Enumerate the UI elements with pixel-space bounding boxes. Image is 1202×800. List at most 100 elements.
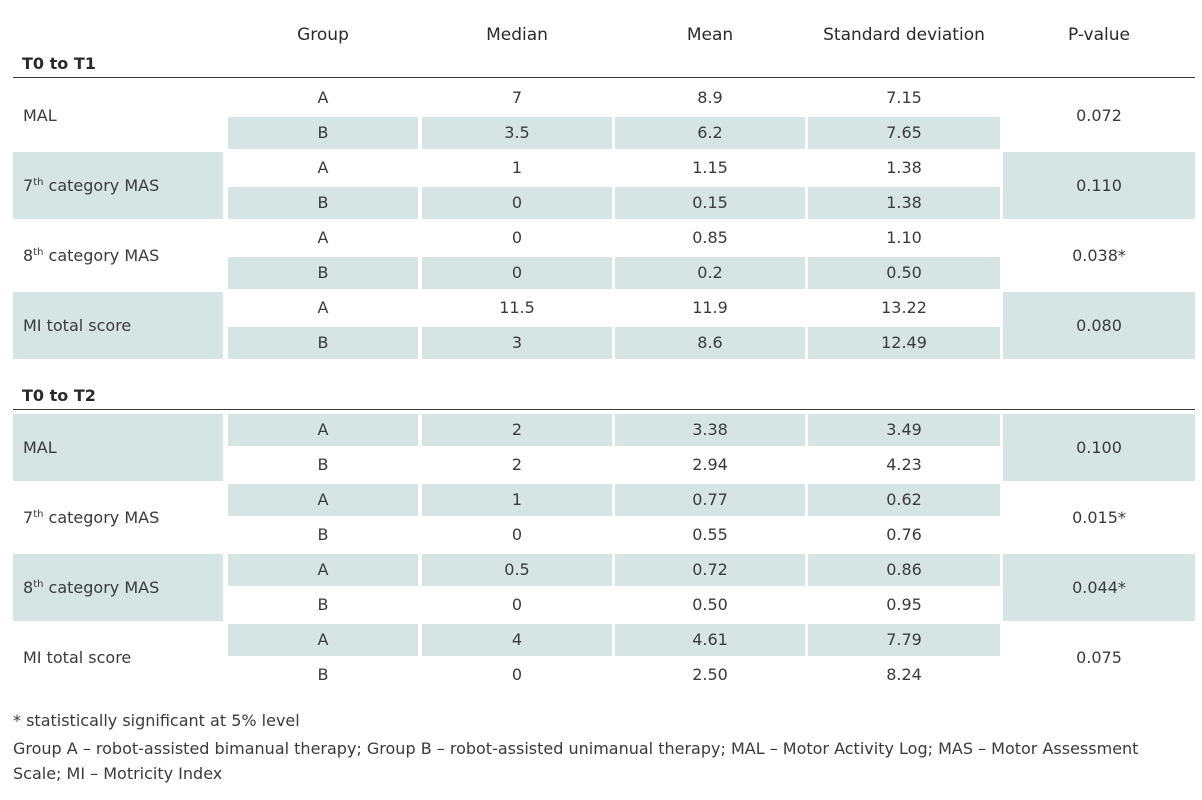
table-cell-sd: 1.38 <box>886 158 922 177</box>
row-label-text: MAL <box>23 438 57 457</box>
footnote-legend-line1: Group A – robot-assisted bimanual therap… <box>13 739 1139 758</box>
table-cell-median: 0 <box>511 665 523 684</box>
table-cell-sd: 0.50 <box>808 257 1000 289</box>
row-label-text: 8 <box>23 578 34 597</box>
p-value-cell: 0.080 <box>1003 292 1195 359</box>
table-cell-sd: 12.49 <box>808 327 1000 359</box>
table-cell-sd: 0.62 <box>808 484 1000 516</box>
p-value-cell: 0.072 <box>1076 106 1122 125</box>
row-label-suffix: category MAS <box>43 578 160 597</box>
table-cell-mean: 0.55 <box>692 525 728 544</box>
header-standard-deviation: Standard deviation <box>823 25 985 45</box>
table-cell-group: B <box>228 257 418 289</box>
table-cell-group: A <box>228 624 418 656</box>
table-cell-median: 3 <box>422 327 612 359</box>
table-cell-mean: 0.15 <box>615 187 805 219</box>
table-cell-mean: 2.94 <box>692 455 728 474</box>
table-cell-sd: 1.38 <box>808 187 1000 219</box>
table-cell-mean: 3.38 <box>615 414 805 446</box>
table-cell-mean: 0.72 <box>615 554 805 586</box>
table-cell-mean: 0.85 <box>692 228 728 247</box>
table-cell-median: 11.5 <box>499 298 535 317</box>
section-rule <box>13 409 1195 410</box>
p-value-cell: 0.044* <box>1003 554 1195 621</box>
table-cell-median: 7 <box>511 88 523 107</box>
table-cell-group: B <box>228 187 418 219</box>
row-label: 8th category MAS <box>13 554 223 621</box>
row-label-suffix: category MAS <box>43 176 160 195</box>
row-label: MI total score <box>13 624 223 691</box>
table-cell-median: 1 <box>422 484 612 516</box>
section-label: T0 to T1 <box>22 54 96 73</box>
table-cell-sd: 0.76 <box>886 525 922 544</box>
p-value-cell: 0.015* <box>1072 508 1126 527</box>
table-cell-mean: 2.50 <box>692 665 728 684</box>
table-cell-median: 0 <box>422 187 612 219</box>
table-cell-median: 4 <box>422 624 612 656</box>
table-cell-sd: 0.86 <box>808 554 1000 586</box>
row-label-suffix: category MAS <box>43 508 160 527</box>
table-cell-sd: 0.95 <box>886 595 922 614</box>
table-cell-median: 2 <box>422 414 612 446</box>
p-value-cell: 0.110 <box>1003 152 1195 219</box>
row-label-text: MAL <box>23 106 57 125</box>
table-cell-group: A <box>228 554 418 586</box>
row-label-text: 8 <box>23 246 34 265</box>
table-cell-sd: 1.10 <box>886 228 922 247</box>
p-value-cell: 0.038* <box>1072 246 1126 265</box>
header-mean: Mean <box>686 25 734 45</box>
table-cell-group: A <box>228 414 418 446</box>
header-median: Median <box>486 25 548 45</box>
footnote-significance: * statistically significant at 5% level <box>13 711 300 730</box>
table-cell-mean: 8.6 <box>615 327 805 359</box>
table-cell-mean: 0.77 <box>615 484 805 516</box>
table-cell-group: A <box>317 88 329 107</box>
table-cell-group: A <box>317 298 329 317</box>
section-rule <box>13 77 1195 78</box>
p-value-cell: 0.075 <box>1076 648 1122 667</box>
table-cell-mean: 1.15 <box>692 158 728 177</box>
row-label-suffix: category MAS <box>43 246 160 265</box>
table-cell-median: 0 <box>511 595 523 614</box>
table-cell-group: B <box>317 525 329 544</box>
header-p-value: P-value <box>1068 25 1130 45</box>
table-cell-median: 0.5 <box>422 554 612 586</box>
row-label: MAL <box>13 414 223 481</box>
row-label: 8th category MAS <box>13 222 223 289</box>
row-label-text: MI total score <box>23 648 132 667</box>
table-cell-mean: 6.2 <box>615 117 805 149</box>
table-cell-mean: 8.9 <box>697 88 723 107</box>
row-label-text: 7 <box>23 508 34 527</box>
table-cell-mean: 0.50 <box>692 595 728 614</box>
table-cell-mean: 11.9 <box>692 298 728 317</box>
row-label-superscript: th <box>33 247 44 258</box>
p-value-cell: 0.100 <box>1003 414 1195 481</box>
table-cell-median: 1 <box>511 158 523 177</box>
row-label: 7th category MAS <box>13 152 223 219</box>
header-group: Group <box>297 25 349 45</box>
table-cell-sd: 13.22 <box>881 298 927 317</box>
table-cell-sd: 7.79 <box>808 624 1000 656</box>
table-cell-median: 3.5 <box>422 117 612 149</box>
table-cell-group: B <box>228 117 418 149</box>
table-cell-sd: 7.15 <box>886 88 922 107</box>
table-cell-group: B <box>317 665 329 684</box>
row-label-text: 7 <box>23 176 34 195</box>
table-cell-mean: 4.61 <box>615 624 805 656</box>
table-cell-group: B <box>228 327 418 359</box>
row-label: MI total score <box>13 292 223 359</box>
row-label-text: MI total score <box>23 316 132 335</box>
row-label-superscript: th <box>33 579 44 590</box>
table-cell-median: 2 <box>511 455 523 474</box>
row-label-superscript: th <box>33 509 44 520</box>
section-label: T0 to T2 <box>22 386 96 405</box>
row-label: MAL <box>13 82 223 149</box>
table-cell-median: 0 <box>511 228 523 247</box>
table-cell-group: B <box>317 455 329 474</box>
table-cell-sd: 4.23 <box>886 455 922 474</box>
row-label: 7th category MAS <box>13 484 223 551</box>
table-cell-group: A <box>317 158 329 177</box>
table-cell-median: 0 <box>511 525 523 544</box>
table-cell-sd: 7.65 <box>808 117 1000 149</box>
table-cell-median: 0 <box>422 257 612 289</box>
